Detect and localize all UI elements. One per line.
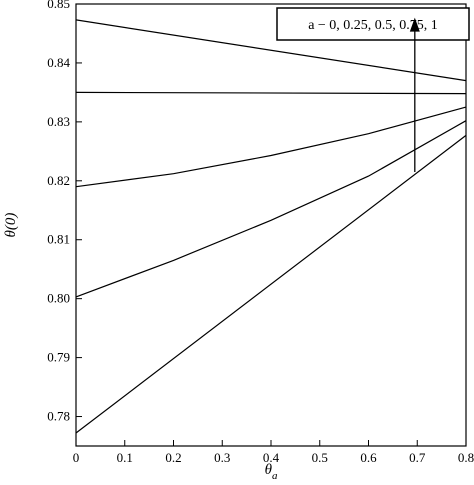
y-tick-label: 0.83 bbox=[47, 114, 70, 129]
y-tick-label: 0.80 bbox=[47, 291, 70, 306]
series-line-4 bbox=[75, 120, 467, 298]
x-tick-label: 0 bbox=[73, 450, 80, 465]
x-axis-title: θa bbox=[265, 462, 278, 482]
y-tick-label: 0.79 bbox=[47, 350, 70, 365]
x-tick-label: 0.8 bbox=[458, 450, 474, 465]
y-axis: 0.78 0.79 0.80 0.81 0.82 0.83 0.84 0.85 bbox=[47, 0, 82, 424]
y-tick-label: 0.82 bbox=[47, 173, 70, 188]
y-tick-label: 0.84 bbox=[47, 55, 70, 70]
annotation: a − 0, 0.25, 0.5, 0.75, 1 bbox=[276, 7, 470, 172]
x-tick-label: 0.4 bbox=[263, 450, 280, 465]
x-axis-title-subscript: a bbox=[272, 470, 278, 482]
series-line-3 bbox=[75, 106, 467, 188]
x-tick-label: 0.7 bbox=[409, 450, 426, 465]
x-axis: 0 0.1 0.2 0.3 0.4 0.5 0.6 0.7 0.8 bbox=[73, 440, 474, 465]
series-line-1 bbox=[75, 19, 467, 82]
y-tick-label: 0.78 bbox=[47, 409, 70, 424]
x-tick-label: 0.6 bbox=[360, 450, 377, 465]
x-tick-label: 0.3 bbox=[214, 450, 230, 465]
annotation-box bbox=[276, 7, 470, 41]
plot-frame bbox=[75, 3, 467, 447]
x-axis-title-main: θ bbox=[265, 462, 273, 478]
x-tick-label: 0.2 bbox=[165, 450, 181, 465]
series-line-5 bbox=[75, 134, 467, 434]
y-tick-label: 0.85 bbox=[47, 0, 70, 11]
x-tick-label: 0.5 bbox=[312, 450, 328, 465]
y-axis-title: θ(0) bbox=[3, 213, 19, 238]
x-tick-label: 0.1 bbox=[117, 450, 133, 465]
y-tick-label: 0.81 bbox=[47, 232, 70, 247]
annotation-text: a − 0, 0.25, 0.5, 0.75, 1 bbox=[308, 18, 438, 33]
series-line-2 bbox=[75, 91, 467, 95]
plot-series bbox=[75, 19, 467, 434]
annotation-arrow-head bbox=[409, 17, 420, 32]
